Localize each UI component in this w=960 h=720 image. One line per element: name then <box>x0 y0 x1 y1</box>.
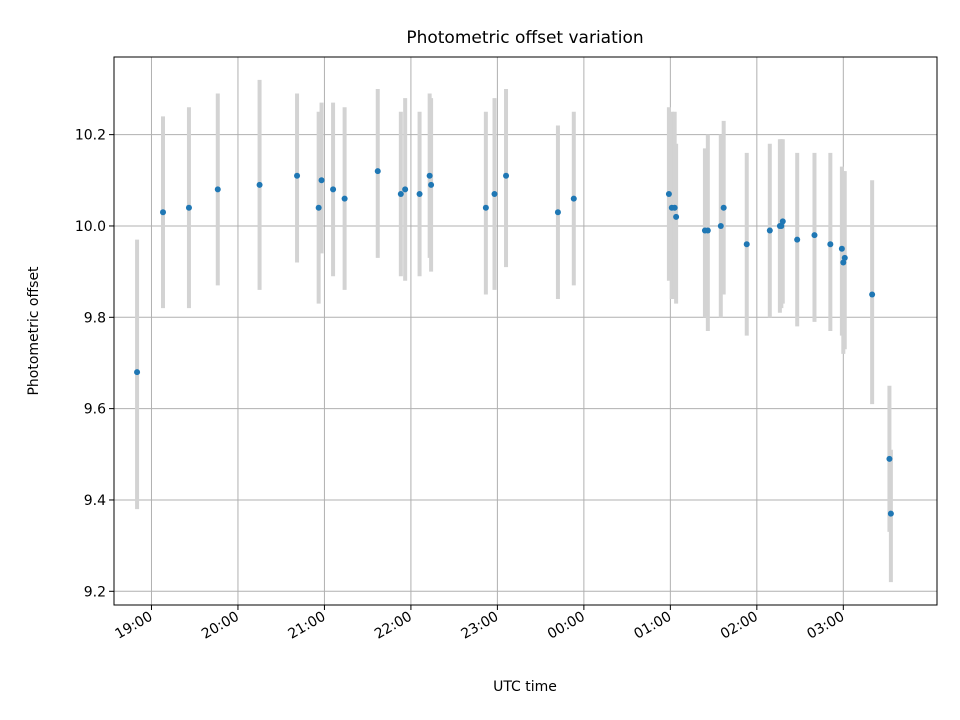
x-tick-label: 21:00 <box>285 609 328 643</box>
x-tick-label: 00:00 <box>545 609 588 643</box>
data-point <box>766 227 773 234</box>
chart-title: Photometric offset variation <box>406 28 643 48</box>
x-tick-label: 01:00 <box>631 609 674 643</box>
data-point <box>315 204 322 211</box>
data-point <box>185 204 192 211</box>
data-point <box>428 181 435 188</box>
x-tick-label: 20:00 <box>199 609 242 643</box>
plot-frame <box>113 56 938 606</box>
data-point <box>160 209 167 216</box>
data-point <box>341 195 348 202</box>
data-point <box>491 191 498 197</box>
y-axis-label: Photometric offset <box>26 266 42 396</box>
y-tick-label: 9.6 <box>84 402 106 418</box>
data-point <box>256 181 263 188</box>
grid-lines <box>114 57 937 605</box>
data-point <box>416 191 423 197</box>
x-tick-label: 19:00 <box>113 609 156 643</box>
data-point <box>869 291 876 298</box>
data-point <box>704 227 711 234</box>
data-point <box>374 168 381 175</box>
data-point <box>294 172 301 179</box>
data-point <box>503 172 510 179</box>
data-point <box>318 177 325 184</box>
y-tick-label: 10.2 <box>75 128 106 144</box>
data-point <box>134 369 141 376</box>
data-point <box>671 204 678 211</box>
data-point <box>397 191 404 197</box>
error-bars <box>135 79 893 583</box>
x-axis-ticks: 19:00 20:00 21:00 22:00 23:00 00:00 01:00 02:00… <box>113 605 847 643</box>
data-point <box>673 213 680 220</box>
y-tick-label: 9.4 <box>84 493 106 509</box>
data-point <box>426 172 433 179</box>
data-point <box>482 204 489 211</box>
data-point <box>402 186 409 193</box>
x-tick-label: 02:00 <box>718 609 761 643</box>
data-point <box>827 241 834 248</box>
data-point <box>887 510 894 517</box>
data-point <box>886 455 893 462</box>
x-tick-label: 23:00 <box>458 609 501 643</box>
data-point <box>720 204 727 211</box>
data-point <box>330 186 337 193</box>
data-point <box>811 232 818 239</box>
data-point <box>779 218 786 225</box>
data-point <box>840 259 847 266</box>
data-point <box>838 245 845 252</box>
data-point <box>743 241 750 248</box>
data-points <box>134 168 894 517</box>
x-tick-label: 22:00 <box>372 609 415 643</box>
y-tick-label: 10.0 <box>75 219 106 235</box>
x-tick-label: 03:00 <box>804 609 847 643</box>
y-tick-label: 9.8 <box>84 310 106 326</box>
data-point <box>665 191 672 197</box>
data-point <box>794 236 801 243</box>
y-axis-ticks: 9.2 9.4 9.6 9.8 10.0 10.2 <box>75 128 114 600</box>
data-point <box>554 209 561 216</box>
data-point <box>214 186 221 193</box>
data-point <box>717 222 724 229</box>
data-point <box>570 195 577 202</box>
data-point <box>778 222 785 229</box>
data-point <box>841 254 848 261</box>
y-tick-label: 9.2 <box>84 584 106 600</box>
x-axis-label: UTC time <box>493 679 557 695</box>
